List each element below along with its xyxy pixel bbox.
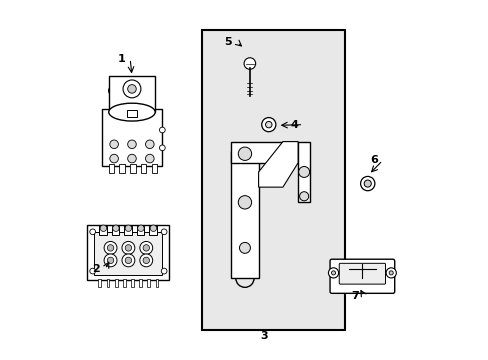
Circle shape bbox=[244, 58, 255, 69]
Bar bbox=[155, 279, 158, 287]
FancyBboxPatch shape bbox=[201, 30, 344, 330]
Circle shape bbox=[107, 257, 114, 264]
Circle shape bbox=[125, 257, 131, 264]
Bar bbox=[119, 164, 124, 173]
Circle shape bbox=[143, 257, 149, 264]
Circle shape bbox=[138, 225, 144, 231]
Bar bbox=[87, 225, 169, 280]
Bar bbox=[102, 109, 162, 166]
Ellipse shape bbox=[108, 80, 155, 102]
FancyBboxPatch shape bbox=[339, 263, 385, 284]
Circle shape bbox=[104, 254, 117, 267]
Circle shape bbox=[100, 225, 106, 231]
Circle shape bbox=[261, 118, 275, 132]
Bar bbox=[149, 226, 157, 235]
Bar bbox=[108, 164, 114, 173]
Bar bbox=[94, 232, 162, 275]
Circle shape bbox=[299, 192, 308, 201]
Circle shape bbox=[127, 85, 136, 93]
FancyBboxPatch shape bbox=[329, 259, 394, 293]
Circle shape bbox=[331, 271, 335, 275]
Circle shape bbox=[127, 154, 136, 163]
Circle shape bbox=[140, 242, 152, 254]
Bar bbox=[131, 279, 134, 287]
Circle shape bbox=[107, 245, 114, 251]
Bar bbox=[231, 141, 298, 163]
Bar bbox=[111, 226, 119, 235]
Bar bbox=[141, 164, 146, 173]
Circle shape bbox=[90, 229, 95, 235]
Bar bbox=[126, 111, 137, 117]
Bar bbox=[99, 226, 107, 235]
Circle shape bbox=[127, 140, 136, 149]
Bar bbox=[231, 151, 258, 278]
Circle shape bbox=[239, 242, 250, 253]
Circle shape bbox=[110, 140, 118, 149]
Circle shape bbox=[386, 268, 395, 278]
Circle shape bbox=[145, 140, 154, 149]
Circle shape bbox=[238, 195, 251, 209]
Circle shape bbox=[159, 145, 165, 151]
Circle shape bbox=[110, 154, 118, 163]
Bar bbox=[147, 279, 150, 287]
Circle shape bbox=[161, 268, 166, 274]
Bar bbox=[136, 226, 144, 235]
Bar bbox=[124, 226, 132, 235]
Circle shape bbox=[122, 242, 135, 254]
Circle shape bbox=[140, 254, 152, 267]
Text: 1: 1 bbox=[117, 54, 125, 64]
Circle shape bbox=[388, 271, 392, 275]
Ellipse shape bbox=[108, 103, 155, 121]
Circle shape bbox=[123, 80, 141, 98]
Circle shape bbox=[161, 229, 166, 235]
Circle shape bbox=[265, 121, 271, 128]
Bar bbox=[98, 279, 101, 287]
Circle shape bbox=[122, 254, 135, 267]
Circle shape bbox=[298, 166, 309, 177]
Text: 6: 6 bbox=[369, 156, 377, 165]
Circle shape bbox=[104, 242, 117, 254]
Circle shape bbox=[159, 127, 165, 133]
Text: 4: 4 bbox=[290, 120, 298, 130]
Text: 2: 2 bbox=[92, 264, 100, 274]
Bar bbox=[115, 279, 117, 287]
Circle shape bbox=[150, 225, 156, 231]
Text: 5: 5 bbox=[224, 37, 232, 48]
Bar bbox=[108, 76, 155, 112]
Text: 7: 7 bbox=[351, 291, 358, 301]
Circle shape bbox=[143, 245, 149, 251]
Polygon shape bbox=[258, 141, 298, 187]
Circle shape bbox=[238, 147, 251, 161]
Text: 3: 3 bbox=[260, 332, 267, 342]
Circle shape bbox=[125, 225, 131, 231]
Bar bbox=[106, 279, 109, 287]
Bar bbox=[122, 279, 125, 287]
Circle shape bbox=[328, 268, 338, 278]
Circle shape bbox=[112, 225, 119, 231]
Circle shape bbox=[364, 180, 370, 187]
Polygon shape bbox=[298, 141, 309, 202]
Circle shape bbox=[360, 176, 374, 191]
Bar bbox=[139, 279, 142, 287]
Circle shape bbox=[145, 154, 154, 163]
Bar bbox=[151, 164, 157, 173]
Circle shape bbox=[90, 268, 95, 274]
Circle shape bbox=[125, 245, 131, 251]
Bar bbox=[130, 164, 135, 173]
